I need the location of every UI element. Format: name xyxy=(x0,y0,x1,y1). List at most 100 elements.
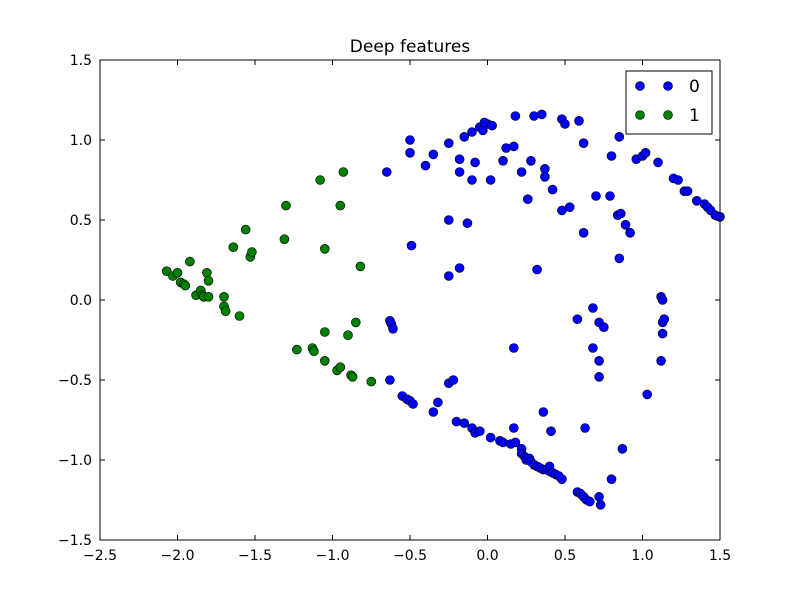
data-point-series-0 xyxy=(474,426,485,437)
data-point-series-0 xyxy=(454,154,465,164)
data-point-series-1 xyxy=(234,311,245,321)
data-point-series-0 xyxy=(536,109,547,120)
data-point-series-1 xyxy=(185,256,195,267)
data-point-series-1 xyxy=(335,200,346,211)
x-tick-label: −1.0 xyxy=(316,548,350,564)
data-point-series-1 xyxy=(319,355,330,366)
y-tick-label: 0.5 xyxy=(70,213,92,229)
data-point-series-1 xyxy=(347,371,358,382)
data-point-series-0 xyxy=(381,167,392,177)
data-point-series-0 xyxy=(557,474,567,485)
data-point-series-1 xyxy=(240,224,251,235)
data-point-series-0 xyxy=(591,191,601,201)
data-point-series-0 xyxy=(385,375,395,385)
data-point-series-0 xyxy=(433,397,443,408)
data-point-series-0 xyxy=(508,343,519,353)
data-point-series-0 xyxy=(657,328,668,339)
data-point-series-0 xyxy=(420,160,431,171)
data-point-series-0 xyxy=(467,175,477,185)
data-point-series-0 xyxy=(560,119,570,129)
data-point-series-0 xyxy=(538,407,549,417)
legend-marker-0a xyxy=(635,81,645,91)
data-point-series-0 xyxy=(588,343,598,353)
x-tick-label: −2.0 xyxy=(161,548,195,564)
data-point-series-1 xyxy=(247,247,257,257)
x-tick-label: 0.0 xyxy=(476,548,498,564)
data-point-series-0 xyxy=(540,172,550,182)
data-point-series-0 xyxy=(615,208,626,219)
data-point-series-1 xyxy=(355,261,366,272)
data-point-series-1 xyxy=(366,376,377,387)
data-point-series-0 xyxy=(459,418,470,429)
data-point-series-0 xyxy=(572,314,583,325)
data-point-series-0 xyxy=(564,202,575,212)
data-point-series-1 xyxy=(292,344,302,355)
y-tick-label: −1.5 xyxy=(58,533,92,549)
data-point-series-0 xyxy=(594,491,604,502)
data-point-series-0 xyxy=(510,111,521,121)
data-point-series-0 xyxy=(526,156,536,166)
data-point-series-0 xyxy=(508,423,519,433)
x-tick-label: 1.0 xyxy=(631,548,653,564)
data-point-series-1 xyxy=(180,280,191,291)
data-point-series-0 xyxy=(459,132,470,142)
data-point-series-0 xyxy=(606,474,617,485)
data-point-series-0 xyxy=(428,149,439,160)
data-point-series-0 xyxy=(388,323,398,334)
data-point-series-1 xyxy=(220,306,231,317)
data-point-series-0 xyxy=(406,240,417,251)
data-point-series-1 xyxy=(319,244,330,254)
data-point-series-1 xyxy=(309,346,319,357)
data-point-series-1 xyxy=(219,291,229,302)
legend-marker-1a xyxy=(635,110,645,120)
data-point-series-0 xyxy=(640,148,651,158)
x-tick-label: 1.5 xyxy=(709,548,731,564)
data-point-series-0 xyxy=(580,423,590,433)
y-tick-label: −1.0 xyxy=(58,453,92,469)
data-point-series-0 xyxy=(656,355,666,366)
data-point-series-1 xyxy=(202,267,212,278)
data-point-series-1 xyxy=(350,317,361,328)
ticks-layer: −2.5 −2.0 −1.5 −1.0 −0.5 0.0 0.5 1.0 1.5 −1.5 −1.0… xyxy=(58,53,731,564)
data-point-series-0 xyxy=(428,407,439,417)
data-point-series-0 xyxy=(540,164,550,174)
data-point-series-0 xyxy=(642,389,653,400)
legend-marker-0b xyxy=(663,81,673,91)
data-point-series-0 xyxy=(510,437,521,448)
x-tick-label: −2.5 xyxy=(83,548,117,564)
data-point-series-0 xyxy=(682,186,693,196)
data-point-series-0 xyxy=(588,303,598,313)
x-tick-label: −0.5 xyxy=(393,548,427,564)
data-point-series-0 xyxy=(501,143,511,153)
data-point-series-0 xyxy=(620,220,631,230)
x-tick-label: −1.5 xyxy=(238,548,272,564)
data-point-series-0 xyxy=(606,151,617,161)
data-point-series-0 xyxy=(614,132,625,142)
data-point-series-0 xyxy=(547,184,558,195)
data-point-series-1 xyxy=(338,167,349,177)
data-point-series-0 xyxy=(584,496,595,507)
data-point-series-0 xyxy=(498,437,508,448)
data-point-series-0 xyxy=(532,264,542,275)
data-point-series-0 xyxy=(443,138,454,148)
data-point-series-0 xyxy=(657,295,668,305)
data-point-series-0 xyxy=(454,263,465,273)
data-point-series-0 xyxy=(498,156,508,166)
data-point-series-1 xyxy=(203,275,214,286)
data-point-series-0 xyxy=(462,218,473,228)
data-point-series-0 xyxy=(605,191,615,201)
data-point-series-0 xyxy=(448,375,459,385)
x-tick-label: 0.5 xyxy=(554,548,576,564)
data-point-series-0 xyxy=(467,127,477,137)
data-point-series-0 xyxy=(594,355,604,366)
y-tick-label: 1.5 xyxy=(70,53,92,69)
data-point-series-0 xyxy=(405,135,415,145)
data-point-series-0 xyxy=(516,167,527,177)
data-point-series-1 xyxy=(343,330,353,341)
data-point-series-0 xyxy=(578,228,589,238)
data-point-series-1 xyxy=(315,175,325,185)
legend-marker-1b xyxy=(663,110,673,120)
data-point-series-1 xyxy=(228,242,239,252)
data-point-series-1 xyxy=(319,327,330,337)
